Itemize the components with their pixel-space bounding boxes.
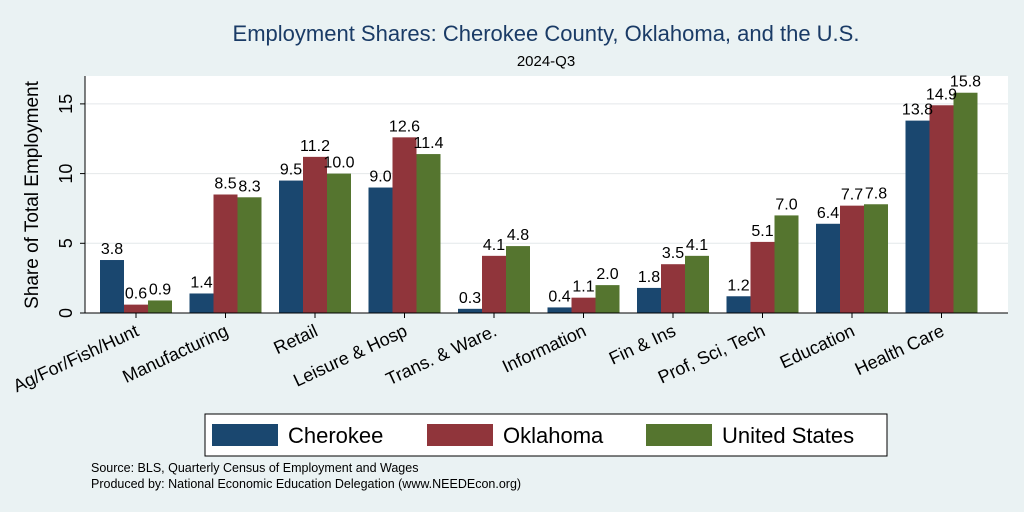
bar-oklahoma-retail bbox=[303, 156, 327, 313]
data-label-united-states-leisure-hosp: 11.4 bbox=[414, 135, 444, 152]
data-label-united-states-education: 7.8 bbox=[865, 185, 887, 202]
bar-cherokee-education bbox=[816, 223, 840, 313]
data-label-oklahoma-leisure-hosp: 12.6 bbox=[389, 118, 420, 135]
bar-united-states-ag-for-fish-hunt bbox=[148, 300, 172, 313]
bar-cherokee-health-care bbox=[905, 120, 930, 314]
legend-swatch-oklahoma bbox=[427, 424, 493, 446]
y-tick-label-15: 15 bbox=[56, 94, 76, 114]
bar-oklahoma-fin-ins bbox=[661, 264, 685, 313]
data-label-oklahoma-information: 1.1 bbox=[572, 279, 594, 296]
bar-oklahoma-manufacturing bbox=[213, 194, 238, 313]
bar-united-states-retail bbox=[327, 173, 351, 313]
x-tick-label-ag-for-fish-hunt: Ag/For/Fish/Hunt bbox=[10, 320, 142, 396]
legend-label-united-states: United States bbox=[722, 423, 854, 448]
bar-cherokee-manufacturing bbox=[189, 293, 214, 313]
x-tick-label-education: Education bbox=[777, 320, 858, 372]
legend-swatch-united-states bbox=[646, 424, 712, 446]
legend-box bbox=[204, 413, 888, 457]
data-label-united-states-health-care: 15.8 bbox=[950, 74, 981, 91]
source-note: Source: BLS, Quarterly Census of Employm… bbox=[91, 461, 418, 475]
bar-united-states-information bbox=[595, 285, 620, 313]
data-label-united-states-ag-for-fish-hunt: 0.9 bbox=[149, 281, 171, 298]
bar-oklahoma-ag-for-fish-hunt bbox=[124, 304, 148, 313]
data-label-cherokee-manufacturing: 1.4 bbox=[190, 274, 212, 291]
data-label-cherokee-trans-ware: 0.3 bbox=[459, 290, 481, 307]
bar-united-states-manufacturing bbox=[237, 197, 262, 313]
legend-label-cherokee: Cherokee bbox=[288, 423, 383, 448]
bar-oklahoma-information bbox=[571, 297, 596, 313]
bar-oklahoma-health-care bbox=[929, 105, 954, 313]
data-label-cherokee-leisure-hosp: 9.0 bbox=[369, 169, 391, 186]
chart-title: Employment Shares: Cherokee County, Okla… bbox=[233, 21, 860, 46]
data-label-oklahoma-ag-for-fish-hunt: 0.6 bbox=[125, 286, 147, 303]
x-tick-label-retail: Retail bbox=[271, 320, 321, 358]
data-label-united-states-fin-ins: 4.1 bbox=[686, 237, 708, 254]
bar-cherokee-ag-for-fish-hunt bbox=[100, 260, 124, 313]
data-label-united-states-trans-ware: 4.8 bbox=[507, 227, 529, 244]
bar-cherokee-trans-ware bbox=[458, 308, 482, 313]
bar-united-states-health-care bbox=[953, 92, 978, 314]
bar-united-states-leisure-hosp bbox=[416, 154, 441, 313]
bar-oklahoma-leisure-hosp bbox=[392, 137, 417, 313]
bar-cherokee-information bbox=[547, 307, 572, 313]
bar-cherokee-fin-ins bbox=[637, 287, 661, 313]
data-label-united-states-prof-sci-tech: 7.0 bbox=[775, 196, 797, 213]
y-tick-labels: 0 5 10 15 bbox=[56, 94, 76, 318]
data-label-cherokee-ag-for-fish-hunt: 3.8 bbox=[101, 241, 123, 258]
data-label-cherokee-education: 6.4 bbox=[817, 205, 839, 222]
data-label-united-states-retail: 10.0 bbox=[323, 155, 354, 172]
y-tick-label-10: 10 bbox=[56, 164, 76, 184]
data-label-cherokee-fin-ins: 1.8 bbox=[638, 269, 660, 286]
data-label-united-states-manufacturing: 8.3 bbox=[238, 178, 260, 195]
data-label-oklahoma-prof-sci-tech: 5.1 bbox=[751, 223, 773, 240]
axes bbox=[80, 76, 1008, 318]
bar-united-states-education bbox=[864, 204, 888, 313]
data-label-cherokee-health-care: 13.8 bbox=[902, 102, 933, 119]
bar-cherokee-leisure-hosp bbox=[368, 187, 393, 313]
legend-label-oklahoma: Oklahoma bbox=[503, 423, 604, 448]
data-label-oklahoma-trans-ware: 4.1 bbox=[483, 237, 505, 254]
data-label-oklahoma-fin-ins: 3.5 bbox=[662, 245, 684, 262]
bar-oklahoma-trans-ware bbox=[482, 255, 506, 313]
x-tick-label-fin-ins: Fin & Ins bbox=[606, 320, 679, 368]
bar-oklahoma-education bbox=[840, 205, 864, 313]
data-label-cherokee-retail: 9.5 bbox=[280, 162, 302, 179]
bar-united-states-prof-sci-tech bbox=[774, 215, 799, 313]
data-label-cherokee-information: 0.4 bbox=[548, 288, 570, 305]
bar-cherokee-retail bbox=[279, 180, 303, 313]
data-label-cherokee-prof-sci-tech: 1.2 bbox=[727, 277, 749, 294]
legend: Cherokee Oklahoma United States bbox=[204, 413, 888, 457]
x-tick-label-information: Information bbox=[499, 320, 589, 376]
bar-oklahoma-prof-sci-tech bbox=[750, 241, 775, 313]
legend-swatch-cherokee bbox=[212, 424, 278, 446]
data-label-oklahoma-retail: 11.2 bbox=[300, 138, 330, 155]
data-labels: 3.8 0.6 0.9 1.4 8.5 8.3 9.5 11.210.0 9.0 12.611.4… bbox=[101, 74, 981, 307]
bar-united-states-trans-ware bbox=[506, 246, 530, 313]
data-label-oklahoma-health-care: 14.9 bbox=[926, 86, 957, 103]
chart-subtitle: 2024-Q3 bbox=[517, 53, 575, 70]
bar-united-states-fin-ins bbox=[685, 255, 709, 313]
bar-cherokee-prof-sci-tech bbox=[726, 296, 751, 313]
y-tick-label-0: 0 bbox=[56, 308, 76, 318]
bars bbox=[100, 92, 978, 314]
producer-note: Produced by: National Economic Education… bbox=[91, 477, 521, 491]
data-label-oklahoma-education: 7.7 bbox=[841, 187, 863, 204]
x-tick-label-health-care: Health Care bbox=[852, 320, 948, 379]
y-tick-label-5: 5 bbox=[56, 238, 76, 248]
data-label-oklahoma-manufacturing: 8.5 bbox=[214, 176, 236, 193]
y-axis-title: Share of Total Employment bbox=[22, 80, 43, 308]
data-label-united-states-information: 2.0 bbox=[596, 266, 618, 283]
